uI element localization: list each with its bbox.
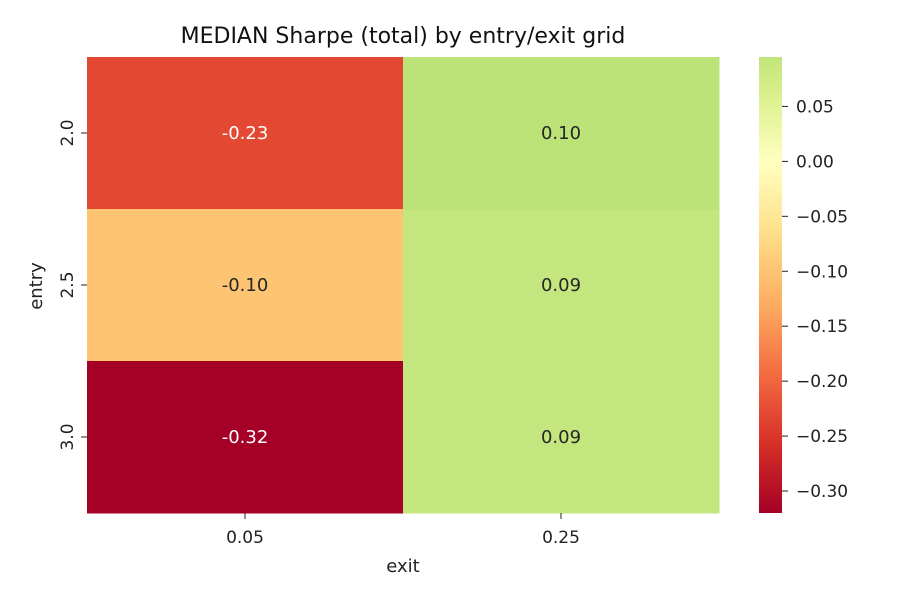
x-tick-label: 0.25: [542, 528, 580, 548]
x-axis-label: exit: [386, 556, 419, 577]
y-tick-label: 3.0: [58, 423, 78, 450]
heatmap-cell: [87, 209, 404, 362]
colorbar-tick-label: −0.25: [796, 427, 848, 447]
y-axis-ticks: 2.0 2.5 3.0: [58, 119, 87, 451]
heatmap-cells: -0.23 0.10 -0.10 0.09 -0.32 0.09: [87, 57, 720, 514]
colorbar-gradient: [759, 57, 782, 513]
heatmap-cell: [403, 209, 720, 362]
colorbar-tick-label: −0.20: [796, 372, 848, 392]
y-tick-label: 2.0: [58, 119, 78, 146]
heatmap-cell: [403, 57, 720, 210]
cell-value-label: 0.10: [541, 123, 581, 144]
cell-value-label: 0.09: [541, 427, 581, 448]
y-axis-label: entry: [26, 262, 47, 310]
colorbar-tick-label: −0.15: [796, 317, 848, 337]
x-axis-ticks: 0.05 0.25: [226, 513, 580, 548]
y-tick-label: 2.5: [58, 271, 78, 298]
colorbar-tick-label: 0.05: [796, 97, 834, 117]
cell-value-label: 0.09: [541, 275, 581, 296]
heatmap-cell: [403, 361, 720, 514]
colorbar-tick-label: −0.30: [796, 482, 848, 502]
colorbar-tick-label: −0.05: [796, 207, 848, 227]
colorbar: 0.05 0.00 −0.05 −0.10 −0.15 −0.20 −0.25 −0.30: [759, 57, 848, 513]
cell-value-label: -0.32: [222, 427, 269, 448]
colorbar-tick-label: −0.10: [796, 262, 848, 282]
cell-value-label: -0.10: [222, 275, 269, 296]
cell-value-label: -0.23: [222, 123, 269, 144]
chart-title: MEDIAN Sharpe (total) by entry/exit grid: [181, 24, 626, 49]
heatmap-cell: [87, 361, 404, 514]
x-tick-label: 0.05: [226, 528, 264, 548]
heatmap-cell: [87, 57, 404, 210]
colorbar-tick-label: 0.00: [796, 152, 834, 172]
